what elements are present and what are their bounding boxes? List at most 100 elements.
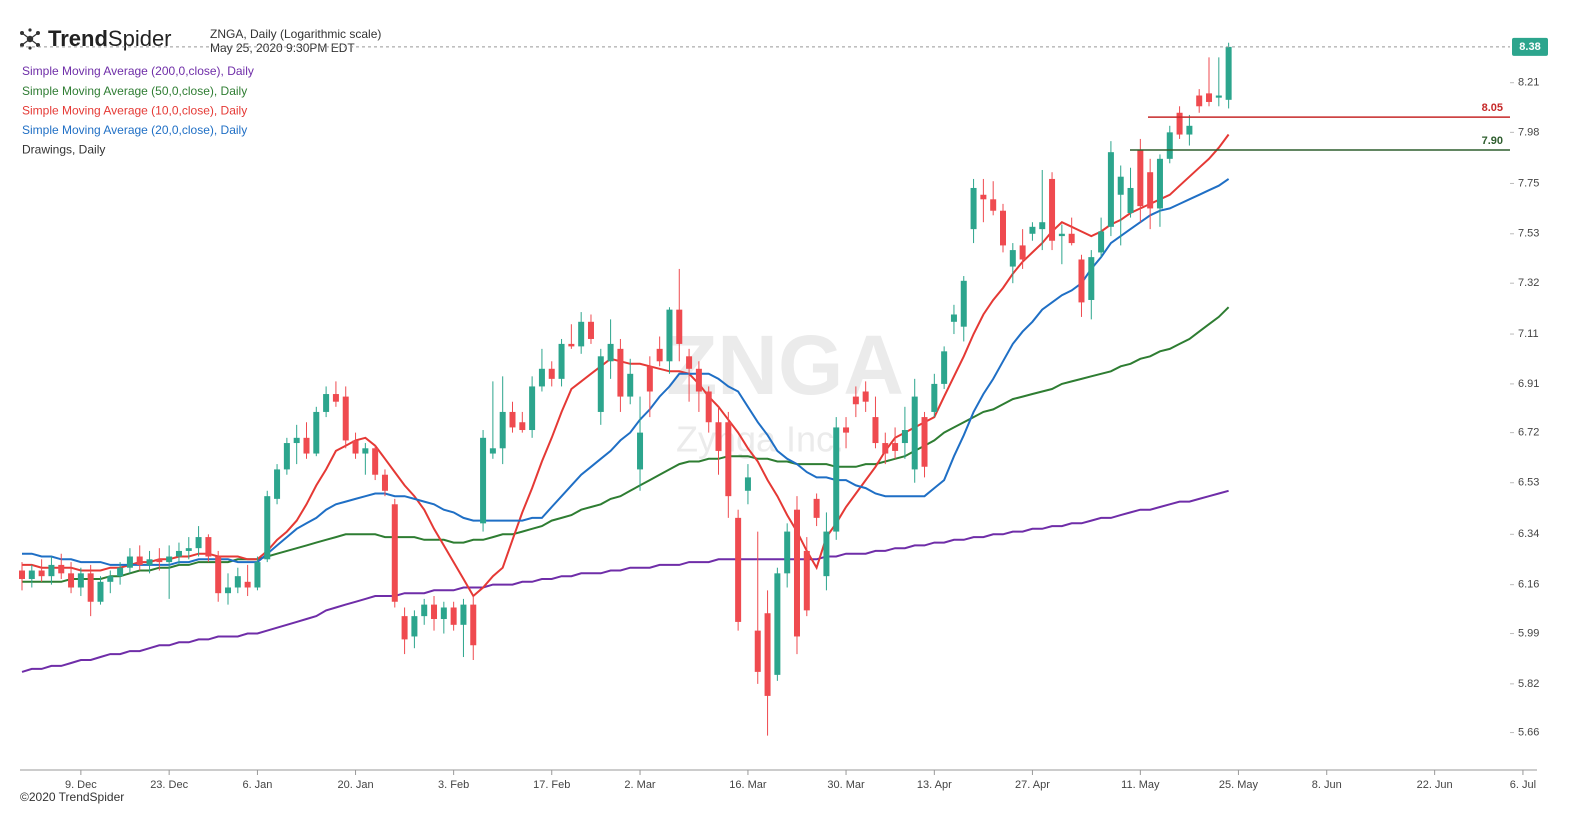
x-tick-label: 25. May xyxy=(1219,779,1259,791)
candle-body xyxy=(980,194,987,200)
candle-body xyxy=(637,432,644,470)
legend-entry: Simple Moving Average (10,0,close), Dail… xyxy=(22,103,247,117)
candle-body xyxy=(117,567,124,577)
candle-body xyxy=(666,309,673,362)
candle-body xyxy=(362,448,369,454)
candle-body xyxy=(852,396,859,405)
candle-body xyxy=(529,386,536,431)
candle-body xyxy=(1009,250,1016,267)
candle-body xyxy=(705,391,712,423)
candle-body xyxy=(1166,132,1173,159)
y-tick-label: 5.99 xyxy=(1518,627,1539,639)
candle-body xyxy=(450,607,457,625)
candle-body xyxy=(234,576,241,588)
candle-body xyxy=(509,411,516,428)
candle-body xyxy=(519,422,526,431)
candle-body xyxy=(803,550,810,611)
candle-body xyxy=(195,537,202,549)
candle-body xyxy=(431,604,438,620)
candle-body xyxy=(1000,210,1006,246)
candle-body xyxy=(1137,149,1144,207)
candle-body xyxy=(185,548,192,551)
candle-body xyxy=(136,556,143,565)
candle-body xyxy=(725,422,732,497)
candle-body xyxy=(87,573,94,602)
candle-body xyxy=(146,559,153,565)
candle-body xyxy=(480,437,487,524)
candle-body xyxy=(901,430,908,444)
candle-body xyxy=(784,531,791,574)
candle-body xyxy=(715,422,722,451)
candle-body xyxy=(342,396,349,441)
candle-body xyxy=(950,314,957,322)
candle-body xyxy=(1088,257,1095,300)
candle-body xyxy=(764,613,771,696)
candle-body xyxy=(274,469,281,499)
candle-body xyxy=(205,537,212,557)
candle-body xyxy=(1225,46,1232,100)
x-tick-label: 2. Mar xyxy=(624,779,656,791)
candle-body xyxy=(1039,222,1046,230)
last-price-box xyxy=(1512,37,1548,56)
drawing-label: 8.05 xyxy=(1482,102,1503,114)
candle-body xyxy=(568,343,575,347)
legend-entry: Simple Moving Average (20,0,close), Dail… xyxy=(22,123,247,137)
candle-body xyxy=(627,373,634,397)
candle-body xyxy=(411,616,418,637)
candle-body xyxy=(774,573,781,675)
x-tick-label: 20. Jan xyxy=(337,779,373,791)
candle-body xyxy=(391,504,398,602)
candle-body xyxy=(175,550,182,557)
candle-body xyxy=(470,604,477,646)
candle-body xyxy=(872,417,879,444)
candle-body xyxy=(735,517,742,622)
candle-body xyxy=(97,581,104,602)
candle-body xyxy=(38,570,45,577)
candle-body xyxy=(1176,112,1183,135)
y-tick-label: 6.34 xyxy=(1518,528,1539,540)
candle-body xyxy=(1156,158,1163,209)
candle-body xyxy=(843,427,850,433)
logo-icon xyxy=(20,28,40,50)
candle-body xyxy=(548,368,555,379)
candle-body xyxy=(882,443,889,454)
candle-body xyxy=(58,564,65,574)
candle-body xyxy=(686,356,693,369)
candle-body xyxy=(107,576,114,582)
candle-body xyxy=(1019,245,1026,260)
candle-body xyxy=(19,570,25,579)
x-tick-label: 27. Apr xyxy=(1015,779,1050,791)
candle-body xyxy=(499,411,506,449)
legend-entry: Drawings, Daily xyxy=(22,143,105,157)
candle-body xyxy=(1186,125,1193,135)
candle-body xyxy=(921,417,928,467)
candle-body xyxy=(215,556,222,594)
x-tick-label: 30. Mar xyxy=(827,779,865,791)
candle-body xyxy=(254,562,261,588)
x-tick-label: 22. Jun xyxy=(1417,779,1453,791)
candle-body xyxy=(1049,178,1056,241)
candle-body xyxy=(1206,93,1213,102)
candle-body xyxy=(489,448,496,454)
drawing-label: 7.90 xyxy=(1482,135,1503,147)
candle-body xyxy=(1127,187,1134,214)
candle-body xyxy=(656,348,663,362)
candle-body xyxy=(166,556,173,563)
candle-body xyxy=(813,498,820,518)
candle-body xyxy=(372,448,379,475)
x-tick-label: 11. May xyxy=(1121,779,1160,791)
footer: ©2020 TrendSpider xyxy=(20,790,124,804)
candle-body xyxy=(833,427,840,532)
candle-body xyxy=(587,321,594,339)
candle-body xyxy=(676,309,683,344)
candle-body xyxy=(352,440,359,454)
y-tick-label: 7.32 xyxy=(1518,277,1539,289)
last-price-label: 8.38 xyxy=(1519,41,1540,53)
candle-body xyxy=(1068,233,1075,244)
candle-body xyxy=(558,343,565,379)
y-tick-label: 7.98 xyxy=(1518,126,1539,138)
y-tick-label: 5.82 xyxy=(1518,678,1539,690)
candle-body xyxy=(744,477,751,491)
